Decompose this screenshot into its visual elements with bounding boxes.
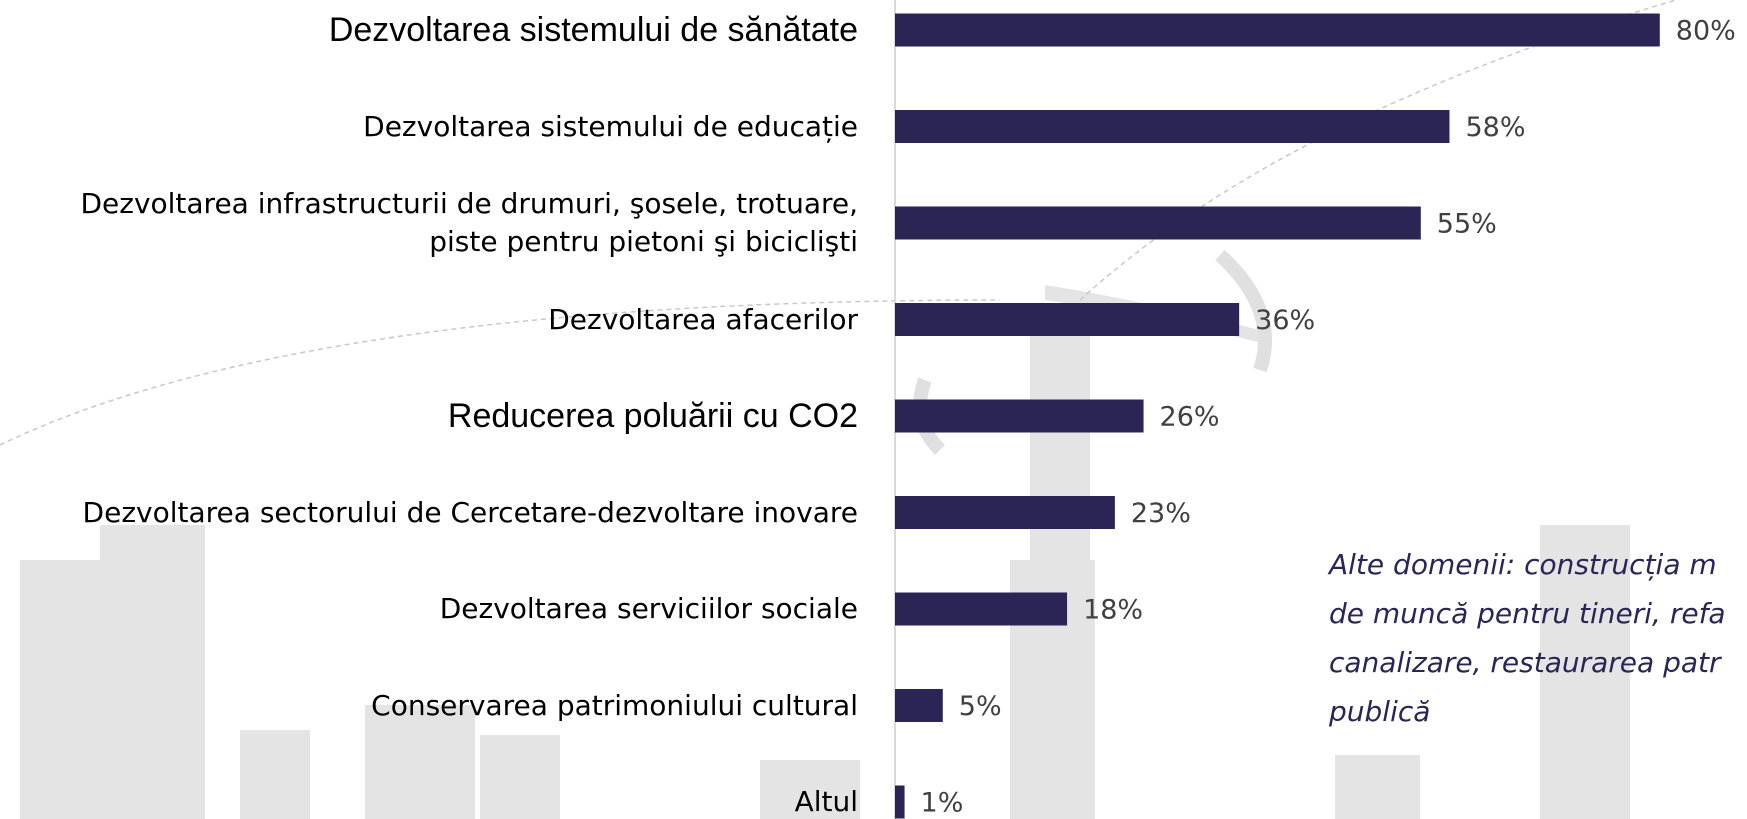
- category-label: Reducerea poluării cu CO2: [448, 397, 858, 435]
- value-label: 36%: [1255, 305, 1315, 336]
- category-label: Dezvoltarea afacerilor: [548, 301, 858, 339]
- category-label: Dezvoltarea sectorului de Cercetare-dezv…: [83, 494, 858, 532]
- chart: 80% 58% 55% 36% 26% 23% 18% 5% 1%: [0, 0, 1747, 819]
- bar: [895, 689, 943, 722]
- annotation-line: canalizare, restaurarea patr: [1329, 638, 1721, 687]
- bar: [895, 303, 1239, 336]
- page: 80% 58% 55% 36% 26% 23% 18% 5% 1% Dezvoltarea si…: [0, 0, 1747, 819]
- value-label: 1%: [921, 788, 964, 819]
- annotation-line: Alte domenii: construcția m: [1329, 540, 1717, 589]
- bar: [895, 496, 1115, 529]
- value-label: 23%: [1131, 498, 1191, 529]
- annotation-line: de muncă pentru tineri, refa: [1329, 589, 1726, 638]
- category-label: Dezvoltarea infrastructurii de drumuri, …: [80, 185, 858, 261]
- value-label: 58%: [1465, 112, 1525, 143]
- value-label: 18%: [1083, 595, 1143, 626]
- bar: [895, 400, 1144, 433]
- category-label: Dezvoltarea serviciilor sociale: [440, 590, 858, 628]
- value-label: 26%: [1160, 402, 1220, 433]
- category-label: Conservarea patrimoniului cultural: [371, 687, 858, 725]
- bar: [895, 110, 1449, 143]
- value-label: 80%: [1676, 16, 1736, 47]
- category-label: Dezvoltarea sistemului de sănătate: [329, 11, 858, 49]
- annotation-line: publică: [1329, 687, 1430, 736]
- bar: [895, 14, 1660, 47]
- value-label: 5%: [959, 691, 1002, 722]
- category-label: Dezvoltarea sistemului de educație: [363, 108, 858, 146]
- value-label: 55%: [1437, 209, 1497, 240]
- bar: [895, 593, 1067, 626]
- bar: [895, 207, 1421, 240]
- category-label: Altul: [795, 783, 858, 819]
- bar: [895, 786, 905, 819]
